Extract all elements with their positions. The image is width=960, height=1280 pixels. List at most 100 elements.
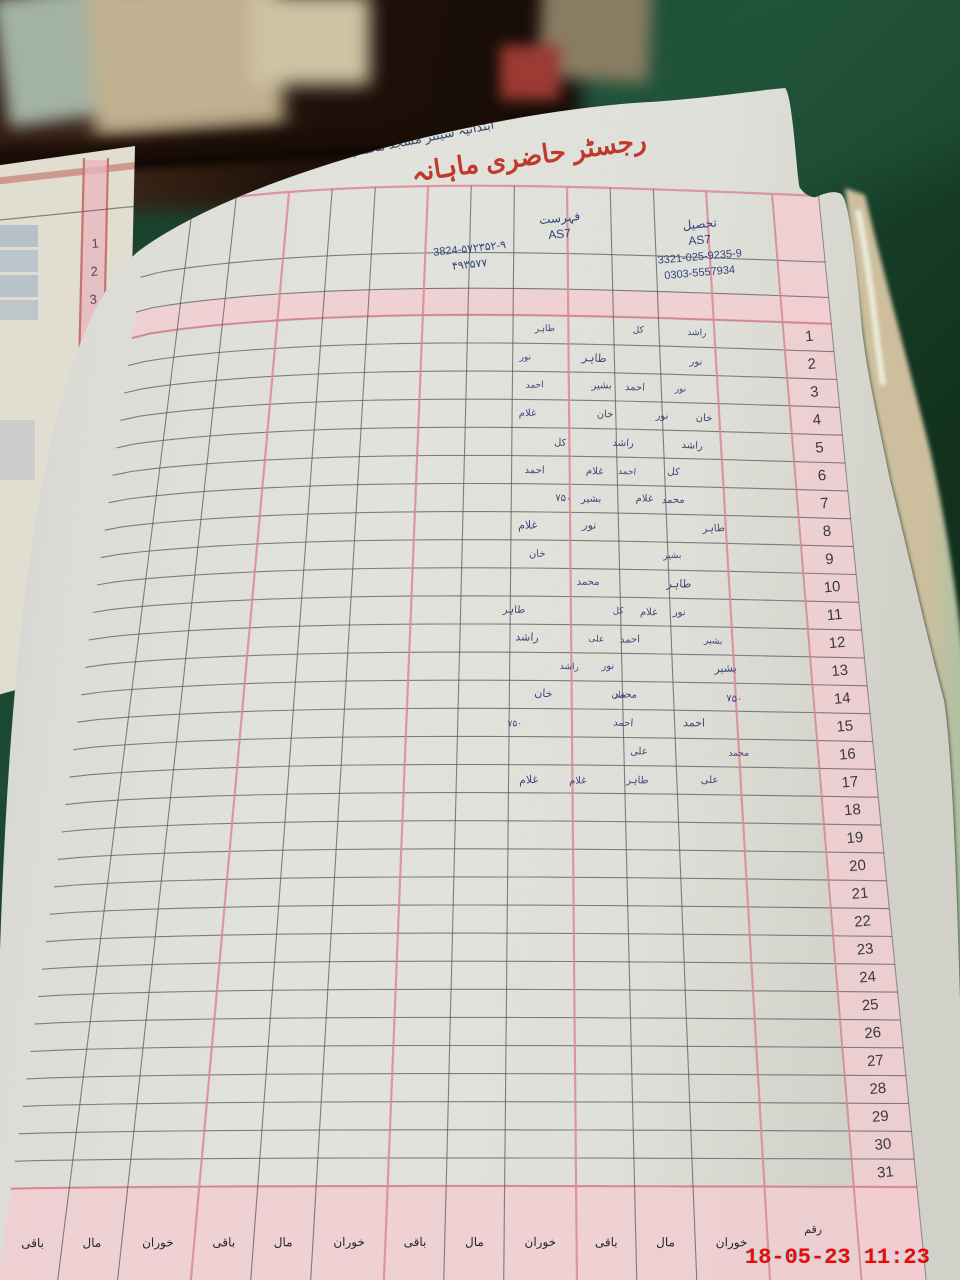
svg-text:احمد: احمد [683,717,705,729]
svg-text:4: 4 [812,411,822,429]
svg-text:راشد: راشد [612,438,634,450]
svg-text:11: 11 [826,606,843,624]
svg-text:29: 29 [871,1108,889,1126]
svg-text:احمد: احمد [625,382,645,394]
svg-text:خوران: خوران [525,1235,557,1249]
svg-text:31: 31 [876,1163,894,1181]
svg-text:نور: نور [674,384,687,395]
svg-text:محمد: محمد [577,577,600,588]
svg-text:27: 27 [866,1052,884,1070]
svg-text:نور: نور [600,661,614,672]
svg-text:خان: خان [529,549,546,560]
svg-text:نور: نور [518,352,531,363]
svg-text:1: 1 [804,328,814,346]
svg-text:AS7: AS7 [548,226,572,242]
svg-text:7: 7 [820,495,830,513]
svg-text:20: 20 [848,857,866,875]
svg-text:باقی: باقی [212,1235,235,1249]
svg-text:18: 18 [843,801,861,819]
svg-text:2: 2 [807,355,817,373]
svg-text:علی: علی [630,746,648,757]
svg-text:5: 5 [815,439,825,457]
svg-text:محمد: محمد [614,690,637,701]
svg-text:۷۵۰: ۷۵۰ [508,718,523,728]
svg-text:۷۵۰: ۷۵۰ [726,693,742,705]
svg-text:راشد: راشد [560,661,579,673]
svg-text:15: 15 [836,717,854,735]
svg-text:طاہر: طاہر [534,323,556,334]
svg-text:19: 19 [846,829,864,847]
svg-text:کل: کل [554,437,567,449]
svg-text:محمد: محمد [728,748,749,758]
svg-text:30: 30 [874,1135,892,1153]
svg-text:طاہر: طاہر [581,352,607,365]
svg-text:احمد: احمد [526,379,544,390]
svg-text:10: 10 [823,578,841,596]
svg-text:مال: مال [656,1235,675,1249]
svg-text:نور: نور [688,356,702,368]
svg-text:غلام: غلام [519,774,539,787]
svg-text:خان: خان [597,409,614,420]
svg-text:24: 24 [859,968,877,986]
svg-text:22: 22 [854,912,872,930]
svg-text:نور: نور [654,410,668,421]
svg-text:باقی: باقی [21,1236,44,1250]
svg-text:نور: نور [581,519,597,531]
svg-text:کل: کل [667,466,681,478]
svg-text:غلام: غلام [640,607,657,618]
svg-text:طاہر: طاہر [701,523,725,535]
svg-text:بشیر: بشیر [713,662,737,675]
svg-text:AS7: AS7 [688,232,712,248]
svg-text:خوران: خوران [333,1235,365,1249]
svg-text:26: 26 [864,1024,882,1042]
svg-text:خان: خان [534,687,553,700]
svg-text:3: 3 [809,383,819,401]
svg-text:محمد: محمد [662,495,685,506]
svg-text:خان: خان [696,412,713,424]
svg-text:راشد: راشد [687,327,706,339]
svg-text:رقم: رقم [804,1224,822,1236]
svg-text:غلام: غلام [519,408,537,419]
svg-text:تحصیل: تحصیل [682,216,717,233]
svg-text:16: 16 [838,745,856,763]
svg-text:خوران: خوران [142,1236,174,1250]
svg-text:بشیر: بشیر [590,380,611,391]
svg-text:بشیر: بشیر [662,550,682,561]
svg-text:13: 13 [831,662,849,680]
svg-text:باقی: باقی [404,1235,427,1249]
svg-text:احمد: احمد [620,634,640,646]
svg-text:8: 8 [822,523,832,541]
svg-text:غلام: غلام [586,466,604,478]
svg-text:غلام: غلام [636,494,653,505]
svg-text:17: 17 [841,773,859,791]
svg-text:14: 14 [833,690,851,708]
svg-text:علی: علی [701,775,719,786]
svg-text:۷۵۰: ۷۵۰ [555,493,571,505]
svg-text:بشیر: بشیر [580,494,601,505]
svg-text:احمد: احمد [524,465,544,476]
svg-text:غلام: غلام [569,775,586,787]
svg-text:راشد: راشد [515,631,539,644]
svg-text:غلام: غلام [518,519,537,532]
svg-text:احمد: احمد [613,717,634,729]
svg-text:مال: مال [465,1235,484,1249]
svg-text:راشد: راشد [681,440,703,452]
svg-text:مال: مال [82,1236,101,1250]
svg-text:25: 25 [861,996,879,1014]
svg-text:احمد: احمد [618,466,637,477]
svg-text:طاہر: طاہر [665,578,691,590]
svg-text:نور: نور [672,607,686,618]
svg-text:طاہر: طاہر [625,775,649,786]
svg-text:کل: کل [612,605,624,615]
svg-text:طاہر: طاہر [501,605,525,616]
svg-text:21: 21 [851,885,869,903]
svg-text:خوران: خوران [716,1235,748,1249]
svg-text:مال: مال [274,1235,293,1249]
svg-text:علی: علی [588,633,604,644]
svg-text:6: 6 [817,467,827,485]
svg-text:باقی: باقی [595,1235,618,1249]
svg-text:23: 23 [856,940,874,958]
svg-text:جماعت غیر ذمہ: جماعت غیر ذمہ [193,111,266,140]
svg-text:28: 28 [869,1080,887,1098]
svg-text:کل: کل [633,325,645,335]
